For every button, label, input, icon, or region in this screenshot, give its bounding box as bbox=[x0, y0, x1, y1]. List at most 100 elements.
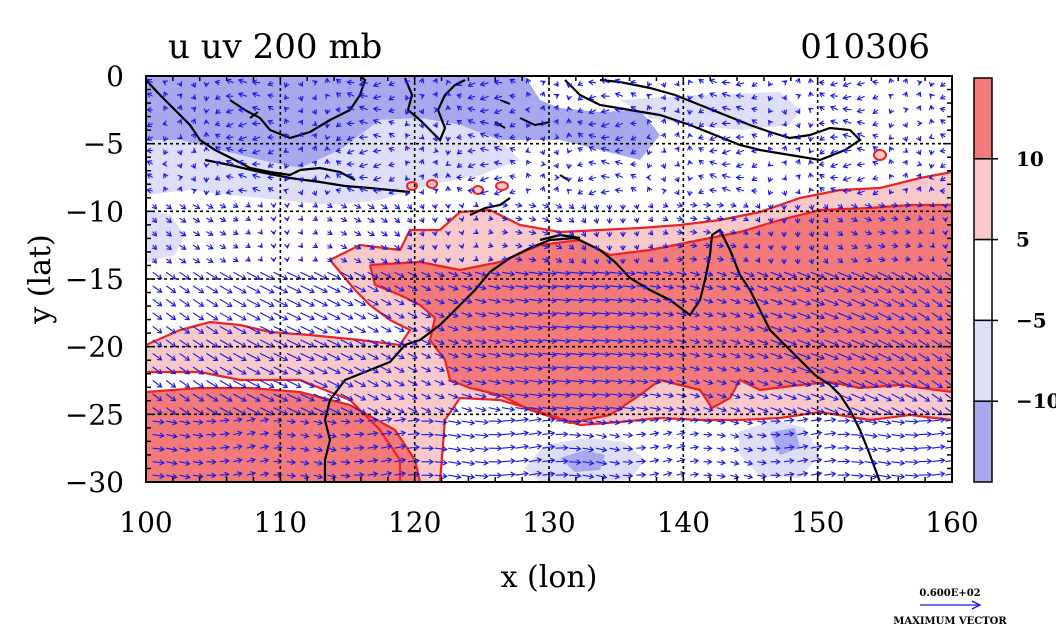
wind-vector bbox=[622, 418, 634, 425]
wind-vector bbox=[474, 298, 487, 305]
wind-vector bbox=[488, 392, 502, 399]
wind-vector bbox=[569, 472, 582, 479]
wind-vector bbox=[918, 458, 933, 465]
wind-vector bbox=[152, 352, 163, 361]
wind-vector bbox=[283, 82, 290, 88]
wind-vector bbox=[928, 118, 935, 125]
wind-vector bbox=[219, 257, 227, 263]
wind-vector bbox=[259, 298, 275, 308]
wind-vector bbox=[380, 204, 388, 210]
wind-vector bbox=[743, 366, 755, 373]
wind-vector bbox=[593, 245, 600, 252]
wind-vector bbox=[703, 338, 714, 345]
wind-vector bbox=[524, 106, 531, 113]
wind-vector bbox=[445, 136, 452, 143]
wind-vector bbox=[493, 108, 503, 115]
wind-vector bbox=[864, 312, 880, 321]
wind-vector bbox=[730, 446, 740, 453]
wind-vector bbox=[245, 256, 251, 262]
wind-vector bbox=[810, 298, 826, 306]
wind-vector bbox=[394, 271, 405, 279]
wind-vector bbox=[146, 173, 153, 179]
wind-vector bbox=[808, 204, 815, 211]
wind-vector bbox=[864, 393, 880, 402]
wind-vector bbox=[555, 351, 571, 358]
wind-vector bbox=[687, 159, 693, 166]
wind-vector bbox=[353, 298, 367, 306]
wind-vector bbox=[311, 145, 318, 151]
wind-vector bbox=[595, 297, 611, 304]
wind-vector bbox=[864, 325, 880, 334]
wind-vector bbox=[824, 471, 837, 478]
wind-vector bbox=[219, 230, 227, 236]
wind-vector bbox=[474, 325, 487, 332]
wind-vector bbox=[837, 298, 853, 307]
wind-vector bbox=[851, 352, 866, 361]
wind-vector bbox=[716, 432, 726, 439]
wind-vector bbox=[165, 298, 177, 307]
wind-vector bbox=[902, 136, 909, 142]
wind-vector bbox=[824, 271, 839, 280]
wind-vector bbox=[888, 77, 895, 84]
wind-vector bbox=[709, 135, 718, 142]
wind-vector bbox=[824, 430, 837, 437]
wind-vector bbox=[259, 352, 275, 362]
wind-vector bbox=[942, 203, 949, 209]
wind-vector bbox=[311, 190, 318, 197]
wind-vector bbox=[539, 149, 546, 156]
wind-vector bbox=[709, 160, 718, 166]
wind-vector bbox=[553, 162, 559, 169]
wind-vector bbox=[327, 419, 337, 426]
wind-vector bbox=[877, 325, 893, 334]
wind-vector bbox=[582, 351, 598, 358]
coast-java bbox=[204, 158, 411, 194]
wind-vector bbox=[192, 446, 204, 453]
wind-vector bbox=[515, 284, 530, 291]
wind-vector bbox=[609, 310, 624, 317]
wind-vector bbox=[595, 310, 611, 317]
wind-vector bbox=[515, 215, 523, 222]
wind-vector bbox=[488, 228, 494, 235]
wind-vector bbox=[918, 431, 933, 438]
wind-vector bbox=[660, 118, 667, 124]
patch-2 bbox=[426, 179, 438, 189]
wind-vector bbox=[687, 95, 693, 101]
wind-vector bbox=[555, 243, 563, 250]
wind-vector bbox=[636, 431, 647, 438]
wind-vector bbox=[646, 186, 653, 192]
wind-vector bbox=[595, 405, 611, 412]
wind-vector bbox=[528, 443, 543, 450]
wind-vector bbox=[421, 366, 432, 373]
wind-vector bbox=[327, 285, 341, 293]
wind-vector bbox=[327, 256, 333, 263]
x-tick-label: 120 bbox=[388, 506, 441, 539]
wind-vector bbox=[784, 458, 795, 464]
wind-vector bbox=[891, 352, 905, 361]
wind-vector bbox=[479, 176, 489, 182]
wind-vector bbox=[203, 177, 210, 183]
wind-vector bbox=[730, 460, 740, 466]
wind-vector bbox=[324, 158, 331, 165]
wind-vector bbox=[219, 243, 227, 250]
wind-vector bbox=[703, 284, 714, 291]
wind-vector bbox=[797, 312, 812, 320]
wind-vector bbox=[448, 325, 459, 332]
wind-vector bbox=[461, 406, 473, 413]
wind-vector bbox=[367, 352, 380, 360]
wind-vector bbox=[445, 91, 452, 97]
wind-vector bbox=[219, 312, 233, 321]
wind-vector bbox=[795, 77, 801, 84]
wind-vector bbox=[456, 80, 463, 86]
wind-vector bbox=[165, 285, 177, 294]
wind-vector bbox=[283, 256, 290, 263]
wind-vector bbox=[940, 119, 946, 125]
wind-vector bbox=[819, 186, 825, 193]
wind-vector bbox=[837, 257, 844, 264]
wind-vector bbox=[479, 132, 489, 138]
wind-vector bbox=[636, 458, 647, 465]
wind-vector bbox=[206, 230, 214, 236]
wind-vector bbox=[233, 202, 239, 208]
wind-vector bbox=[165, 204, 172, 210]
wind-vector bbox=[931, 457, 946, 464]
wind-vector bbox=[528, 256, 537, 263]
